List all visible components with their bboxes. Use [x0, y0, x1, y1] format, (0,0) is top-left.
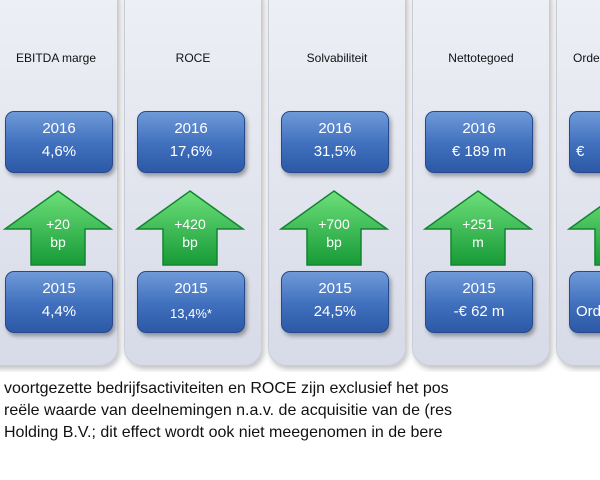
value-box-2016: € [569, 111, 600, 173]
kpi-card-title: Solvabiliteit [306, 51, 368, 65]
value-label: 17,6% [169, 143, 213, 160]
value-label: € 189 m [451, 143, 507, 160]
kpi-card-nettotegoed: Nettotegoed 2016 € 189 m +251 m 2015 -€ … [412, 0, 550, 366]
kpi-strip: EBITDA marge 2016 4,6% +20 bp 2015 4,4% … [0, 0, 600, 366]
value-label: 13,4%* [170, 306, 212, 321]
up-arrow-icon [134, 190, 246, 266]
kpi-card-title: Orde [573, 51, 600, 65]
value-label: 4,6% [41, 143, 77, 160]
value-box-2015: 2015 -€ 62 m [425, 271, 533, 333]
year-label: 2016 [174, 120, 208, 137]
value-label: € [576, 143, 585, 160]
value-label: 4,4% [41, 303, 77, 320]
year-label: 2016 [42, 120, 76, 137]
value-box-2016: 2016 4,6% [5, 111, 113, 173]
value-label: -€ 62 m [453, 303, 505, 320]
year-label: 2016 [462, 120, 496, 137]
footnote-text: voortgezette bedrijfsactiviteiten en ROC… [4, 378, 452, 444]
value-label: 31,5% [313, 143, 357, 160]
value-label: 24,5% [313, 303, 357, 320]
footnote-line: reële waarde van deelnemingen n.a.v. de … [4, 402, 452, 419]
change-label: +420 bp [174, 216, 206, 250]
change-label: +20 bp [46, 216, 70, 250]
kpi-card-ebitda-marge: EBITDA marge 2016 4,6% +20 bp 2015 4,4% [0, 0, 118, 366]
value-box-2016: 2016 31,5% [281, 111, 389, 173]
kpi-card-orde: Orde € Ord [556, 0, 600, 366]
kpi-card-solvabiliteit: Solvabiliteit 2016 31,5% +700 bp 2015 24… [268, 0, 406, 366]
value-box-2015: 2015 4,4% [5, 271, 113, 333]
footnote-line: Holding B.V.; dit effect wordt ook niet … [4, 424, 443, 441]
footnote-line: voortgezette bedrijfsactiviteiten en ROC… [4, 380, 449, 397]
kpi-card-title: EBITDA marge [15, 51, 97, 65]
value-box-2015: Ord [569, 271, 600, 333]
value-box-2016: 2016 € 189 m [425, 111, 533, 173]
value-box-2015: 2015 13,4%* [137, 271, 245, 333]
kpi-card-title: ROCE [175, 51, 211, 65]
kpi-card-title: Nettotegoed [448, 51, 514, 65]
year-label: 2015 [174, 280, 208, 297]
change-label: +251 m [462, 216, 494, 250]
value-box-2016: 2016 17,6% [137, 111, 245, 173]
kpi-card-roce: ROCE 2016 17,6% +420 bp 2015 13,4%* [124, 0, 262, 366]
change-label: +700 bp [318, 216, 350, 250]
year-label: 2015 [42, 280, 76, 297]
year-label: 2015 [318, 280, 352, 297]
up-arrow-icon [422, 190, 534, 266]
value-label: Ord [576, 303, 600, 320]
up-arrow-icon [278, 190, 390, 266]
value-box-2015: 2015 24,5% [281, 271, 389, 333]
up-arrow-icon [2, 190, 114, 266]
year-label: 2015 [462, 280, 496, 297]
year-label: 2016 [318, 120, 352, 137]
up-arrow-icon [566, 205, 600, 266]
